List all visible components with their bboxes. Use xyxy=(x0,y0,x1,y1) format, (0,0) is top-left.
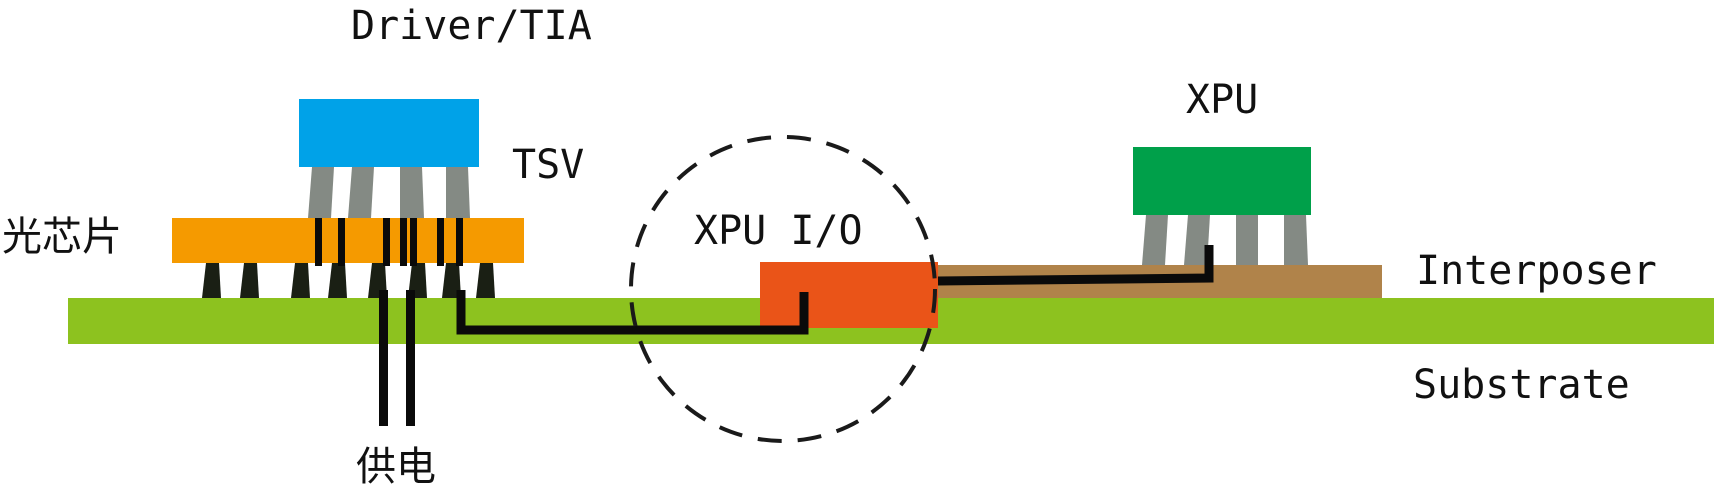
pillar xyxy=(308,167,334,218)
tsv xyxy=(410,218,417,266)
xpu-io-highlight-circle xyxy=(629,135,937,443)
tsv xyxy=(315,218,322,266)
power-lead xyxy=(406,290,415,426)
bump xyxy=(328,263,347,298)
pillar xyxy=(400,167,424,218)
xpu-io-label: XPU I/O xyxy=(694,208,863,254)
tsv xyxy=(383,218,390,266)
driver-pillars xyxy=(308,167,470,218)
tsv xyxy=(437,218,444,266)
power-supply-label: 供电 xyxy=(356,444,436,490)
bump xyxy=(202,263,221,298)
bump xyxy=(476,263,495,298)
power-lead xyxy=(379,290,388,426)
power-leads xyxy=(379,290,415,426)
pillar xyxy=(1142,215,1168,265)
bump xyxy=(442,263,461,298)
tsv xyxy=(400,218,407,266)
optical-chip-label: 光芯片 xyxy=(2,214,122,260)
xpu-io-block xyxy=(760,262,938,328)
pillar xyxy=(348,167,374,218)
pillar xyxy=(1184,215,1210,265)
tsv-label: TSV xyxy=(512,142,584,188)
tsv xyxy=(338,218,345,266)
optical-chip-bumps xyxy=(202,263,495,298)
signal-wire-optical-to-io xyxy=(456,290,809,335)
bump xyxy=(291,263,310,298)
bump xyxy=(408,263,427,298)
tsv-group xyxy=(315,218,463,266)
xpu-label: XPU xyxy=(1186,77,1258,123)
bump xyxy=(240,263,259,298)
pillar xyxy=(1236,215,1258,265)
interposer-label: Interposer xyxy=(1416,248,1657,294)
signal-wire-io-to-xpu xyxy=(937,245,1214,286)
driver-tia-label: Driver/TIA xyxy=(351,3,592,49)
substrate-label: Substrate xyxy=(1413,362,1630,408)
xpu-pillars xyxy=(1142,215,1308,265)
tsv xyxy=(456,218,463,266)
driver-tia-block xyxy=(299,99,479,167)
xpu-block xyxy=(1133,147,1311,215)
pillar xyxy=(446,167,470,218)
pillar xyxy=(1284,215,1308,265)
optical-chip-block xyxy=(172,218,524,263)
bump xyxy=(368,263,387,298)
